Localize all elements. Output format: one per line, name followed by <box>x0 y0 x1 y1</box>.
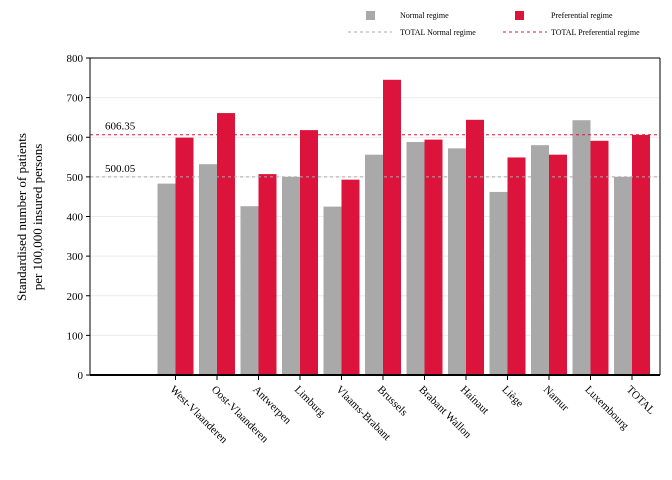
y-tick-label: 500 <box>67 172 84 184</box>
bar-preferential-5 <box>383 79 401 375</box>
y-tick-label: 300 <box>67 251 84 263</box>
bar-normal-2 <box>240 206 259 375</box>
bar-preferential-11 <box>632 134 650 375</box>
bar-normal-11 <box>614 176 632 375</box>
bar-normal-4 <box>323 206 342 375</box>
x-tick-label: Brussels <box>375 384 410 419</box>
x-tick-label: Limburg <box>292 384 328 420</box>
bar-normal-8 <box>489 191 508 375</box>
bar-normal-1 <box>199 164 217 375</box>
y-axis-title-line-1: Standardised number of patients <box>14 133 29 301</box>
bar-normal-9 <box>531 145 549 375</box>
reference-label-1: 606.35 <box>105 121 136 133</box>
legend-swatch-normal <box>366 11 375 20</box>
legend-label-total-normal: TOTAL Normal regime <box>400 28 476 37</box>
bar-normal-0 <box>157 183 176 375</box>
legend-swatch-preferential <box>515 11 524 20</box>
y-axis-title: Standardised number of patients per 100,… <box>14 133 45 301</box>
bar-preferential-0 <box>175 137 194 375</box>
bar-preferential-7 <box>466 119 484 375</box>
bar-preferential-10 <box>590 140 609 375</box>
bar-normal-10 <box>572 120 591 376</box>
bar-normal-7 <box>448 148 466 375</box>
y-tick-label: 600 <box>67 132 84 144</box>
y-tick-label: 400 <box>67 212 84 224</box>
x-tick-label: Liège <box>499 384 525 410</box>
bar-preferential-6 <box>424 139 443 375</box>
bar-preferential-1 <box>217 113 235 376</box>
x-tick-label: Antwerpen <box>250 384 293 427</box>
reference-label-0: 500.05 <box>105 163 136 175</box>
bar-preferential-8 <box>507 157 526 375</box>
bar-preferential-3 <box>300 130 318 375</box>
y-tick-label: 700 <box>67 93 84 105</box>
legend-label-preferential: Preferential regime <box>551 11 613 20</box>
bar-normal-6 <box>406 142 425 375</box>
legend: Normal regime Preferential regime TOTAL … <box>348 11 640 37</box>
y-tick-label: 0 <box>78 370 84 382</box>
legend-label-normal: Normal regime <box>400 11 449 20</box>
bar-normal-5 <box>365 154 383 375</box>
x-tick-label: TOTAL <box>624 384 657 417</box>
x-tick-label: Hainaut <box>458 384 491 417</box>
bar-preferential-2 <box>258 174 277 375</box>
y-axis-title-line-2: per 100,000 insured persons <box>30 144 45 291</box>
bar-preferential-4 <box>341 179 360 375</box>
y-tick-label: 800 <box>67 53 84 65</box>
bar-normal-3 <box>282 176 300 375</box>
y-tick-label: 100 <box>67 330 84 342</box>
x-tick-label: Namur <box>541 384 571 414</box>
legend-label-total-preferential: TOTAL Preferential regime <box>551 28 640 37</box>
bar-preferential-9 <box>549 154 567 375</box>
y-tick-label: 200 <box>67 291 84 303</box>
